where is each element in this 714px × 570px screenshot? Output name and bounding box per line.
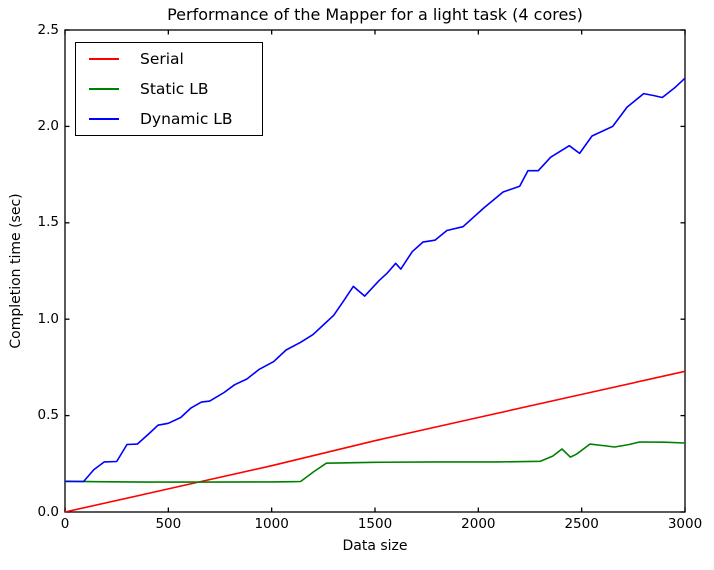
legend-label-static-lb: Static LB <box>140 80 209 98</box>
x-tick-label: 0 <box>60 516 70 532</box>
y-tick-label: 0.0 <box>37 503 59 520</box>
x-tick-label: 2000 <box>461 516 496 532</box>
series-line-dynamic-lb <box>65 77 686 483</box>
x-tick-label: 3000 <box>667 516 703 532</box>
x-tick-label: 2500 <box>564 516 599 532</box>
series-line-serial <box>64 370 686 513</box>
legend: Serial Static LB Dynamic LB <box>75 42 263 136</box>
y-tick-label: 2.5 <box>37 21 59 38</box>
x-axis-label: Data size <box>342 538 408 554</box>
x-tick-label: 1500 <box>357 516 393 532</box>
y-tick-label: 2.0 <box>37 117 59 134</box>
y-tick-label: 1.0 <box>37 310 59 327</box>
legend-row-dynamic-lb: Dynamic LB <box>76 105 262 133</box>
legend-label-dynamic-lb: Dynamic LB <box>140 110 233 128</box>
chart-title: Performance of the Mapper for a light ta… <box>167 5 583 24</box>
legend-row-static-lb: Static LB <box>76 75 262 103</box>
legend-label-serial: Serial <box>140 50 184 68</box>
legend-line-dynamic-lb-icon <box>89 118 119 120</box>
y-tick-label: 0.5 <box>37 407 59 424</box>
legend-line-static-lb-icon <box>89 88 119 90</box>
series-line-static-lb <box>64 441 686 483</box>
x-tick-label: 1000 <box>254 516 289 532</box>
legend-line-serial-icon <box>89 58 119 60</box>
x-tick-label: 500 <box>155 516 182 532</box>
legend-row-serial: Serial <box>76 45 262 73</box>
y-tick-label: 1.5 <box>37 214 59 231</box>
